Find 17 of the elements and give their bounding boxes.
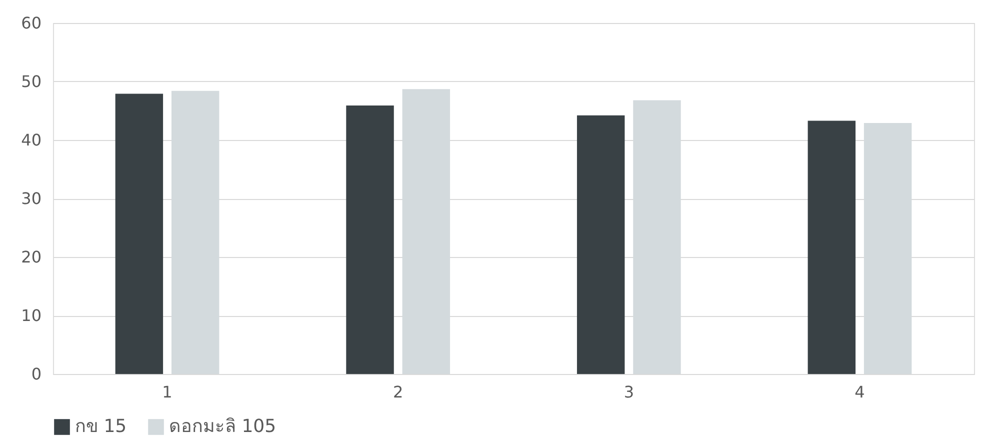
x-tick-label: 4 — [854, 382, 865, 402]
bar — [346, 105, 394, 374]
legend-label: กข 15 — [75, 416, 127, 437]
y-tick-label: 60 — [21, 14, 42, 32]
y-tick-label: 30 — [21, 189, 42, 208]
y-tick-label: 40 — [21, 130, 42, 150]
y-tick-label: 0 — [31, 364, 42, 384]
y-tick-label: 50 — [21, 72, 42, 91]
x-tick-label: 2 — [392, 382, 404, 402]
y-tick-label: 10 — [21, 306, 42, 325]
x-tick-label: 1 — [162, 382, 172, 402]
bar — [115, 94, 164, 374]
x-tick-label: 3 — [624, 382, 634, 402]
bar — [808, 120, 856, 374]
y-tick-label: 20 — [21, 248, 42, 266]
bar — [576, 115, 625, 374]
legend-label: ดอกมะลิ 105 — [169, 416, 276, 437]
